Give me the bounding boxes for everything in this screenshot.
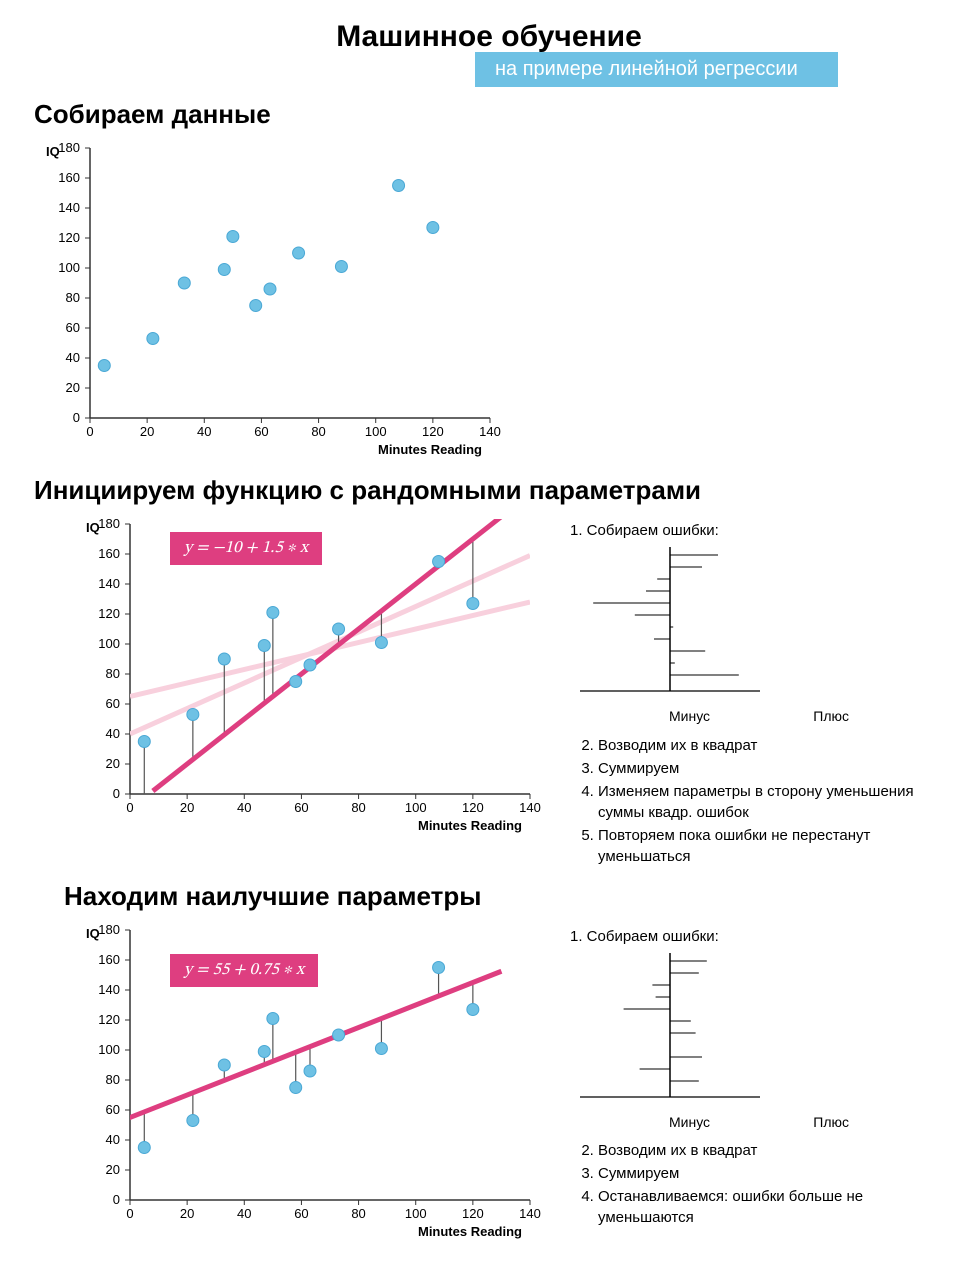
equation-box-3: y = 55 + 0.75 ∗ x [170,954,318,987]
step-item: Останавливаемся: ошибки больше не уменьш… [598,1186,948,1228]
err2-label-plus: Плюс [813,707,849,727]
svg-text:60: 60 [106,1102,120,1117]
svg-text:140: 140 [58,200,80,215]
svg-text:IQ: IQ [46,144,60,159]
svg-text:40: 40 [237,1206,251,1221]
step-item: Суммируем [598,758,948,779]
svg-text:180: 180 [58,140,80,155]
svg-text:120: 120 [462,800,484,815]
svg-text:60: 60 [254,424,268,439]
chart-1: 0 20 40 60 80 100 120 140 0 20 40 60 80 100 120 140 160 1… [30,138,948,463]
step-item: Возводим их в квадрат [598,1140,948,1161]
errors-header-3: 1. Собираем ошибки: [570,926,948,947]
step-item: Возводим их в квадрат [598,735,948,756]
svg-text:80: 80 [66,290,80,305]
err2-label-minus: Минус [669,707,710,727]
svg-text:80: 80 [106,666,120,681]
svg-text:20: 20 [106,1162,120,1177]
svg-text:20: 20 [180,1206,194,1221]
section3-title: Находим наилучшие параметры [64,881,948,912]
svg-text:160: 160 [98,952,120,967]
step-item: Суммируем [598,1163,948,1184]
svg-text:80: 80 [106,1072,120,1087]
section3-side: 1. Собираем ошибки: Минус Плюс Возводим … [570,920,948,1231]
svg-text:40: 40 [237,800,251,815]
error-diagram-2 [570,547,770,697]
svg-text:IQ: IQ [86,520,100,535]
step-item: Изменяем параметры в сторону уменьшения … [598,781,948,823]
svg-text:0: 0 [113,1192,120,1207]
svg-text:0: 0 [73,410,80,425]
svg-text:Minutes Reading: Minutes Reading [418,1224,522,1239]
page-title: Машинное обучение [30,20,948,54]
svg-text:100: 100 [58,260,80,275]
svg-text:120: 120 [462,1206,484,1221]
chart-3: y = 55 + 0.75 ∗ x 0 20 40 60 80 100 120 140 0 20 4… [70,920,550,1245]
svg-text:120: 120 [58,230,80,245]
svg-text:40: 40 [197,424,211,439]
svg-text:100: 100 [405,800,427,815]
err3-label-plus: Плюс [813,1113,849,1133]
svg-text:Minutes Reading: Minutes Reading [418,818,522,833]
svg-text:40: 40 [66,350,80,365]
steps-list-3: Возводим их в квадратСуммируемОстанавлив… [570,1140,948,1228]
svg-text:0: 0 [126,800,133,815]
svg-text:100: 100 [405,1206,427,1221]
svg-text:60: 60 [66,320,80,335]
subtitle-banner: на примере линейной регрессии [475,52,838,87]
svg-text:0: 0 [86,424,93,439]
svg-text:80: 80 [351,1206,365,1221]
section1-title: Собираем данные [34,99,948,130]
error-diagram-3 [570,953,770,1103]
svg-text:80: 80 [351,800,365,815]
svg-text:60: 60 [106,696,120,711]
svg-text:IQ: IQ [86,926,100,941]
svg-text:100: 100 [98,636,120,651]
svg-text:60: 60 [294,800,308,815]
svg-text:40: 40 [106,726,120,741]
equation-box-2: y = −10 + 1.5 ∗ x [170,532,322,565]
svg-text:Minutes Reading: Minutes Reading [378,442,482,457]
svg-text:140: 140 [519,1206,541,1221]
svg-text:80: 80 [311,424,325,439]
steps-list-2: Возводим их в квадратСуммируемИзменяем п… [570,735,948,867]
step-item: Повторяем пока ошибки не перестанут умен… [598,825,948,867]
svg-text:60: 60 [294,1206,308,1221]
svg-text:120: 120 [422,424,444,439]
section2-title: Инициируем функцию с рандомными параметр… [34,475,948,506]
svg-text:20: 20 [106,756,120,771]
svg-text:20: 20 [66,380,80,395]
svg-text:180: 180 [98,922,120,937]
svg-text:160: 160 [58,170,80,185]
errors-header-2: 1. Собираем ошибки: [570,520,948,541]
svg-text:40: 40 [106,1132,120,1147]
svg-text:20: 20 [180,800,194,815]
svg-text:100: 100 [365,424,387,439]
svg-text:120: 120 [98,1012,120,1027]
svg-text:0: 0 [113,786,120,801]
svg-text:140: 140 [519,800,541,815]
svg-text:140: 140 [98,982,120,997]
section2-side: 1. Собираем ошибки: Минус Плюс Возводим … [570,514,948,869]
svg-text:180: 180 [98,516,120,531]
svg-text:100: 100 [98,1042,120,1057]
svg-text:160: 160 [98,546,120,561]
err3-label-minus: Минус [669,1113,710,1133]
chart-2: y = −10 + 1.5 ∗ x 0 20 40 60 80 100 120 140 0 20 4… [70,514,550,839]
svg-text:20: 20 [140,424,154,439]
svg-text:120: 120 [98,606,120,621]
svg-text:0: 0 [126,1206,133,1221]
svg-text:140: 140 [479,424,501,439]
svg-text:140: 140 [98,576,120,591]
